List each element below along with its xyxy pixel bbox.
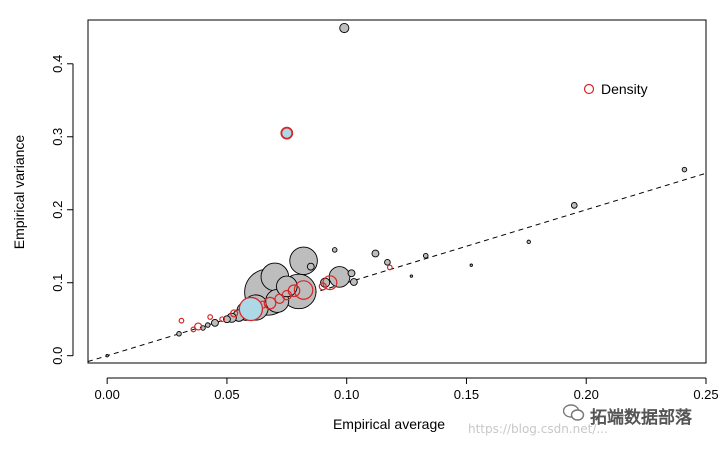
gray-data-point	[469, 263, 473, 267]
gray-data-point	[205, 322, 211, 328]
gray-data-point	[409, 274, 414, 278]
x-tick-label: 0.20	[574, 387, 599, 402]
x-tick-label: 0.10	[334, 387, 359, 402]
red-data-point	[386, 264, 393, 271]
y-axis: 0.0 0.1 0.2 0.3 0.4	[50, 55, 74, 365]
x-axis: 0.00 0.05 0.10 0.15 0.20 0.25	[95, 377, 719, 402]
blue-data-point	[238, 296, 263, 322]
y-tick-label: 0.0	[50, 347, 65, 365]
x-axis-title: Empirical average	[333, 416, 445, 432]
gray-data-point	[223, 315, 231, 324]
red-data-point	[194, 322, 203, 331]
red-data-point	[190, 326, 197, 333]
red-data-point	[219, 316, 226, 323]
x-tick-label: 0.05	[214, 387, 239, 402]
gray-data-point	[371, 249, 380, 258]
y-tick-label: 0.4	[50, 55, 65, 73]
watermark-url: https://blog.csdn.net/...	[468, 422, 608, 436]
red-data-point	[263, 296, 277, 310]
gray-data-point	[339, 22, 350, 34]
red-data-point	[178, 317, 185, 324]
red-data-point	[293, 280, 314, 300]
legend: Density	[583, 81, 648, 97]
x-tick-label: 0.15	[454, 387, 479, 402]
plot-frame	[87, 19, 707, 364]
red-data-point	[318, 282, 327, 291]
wechat-logo-icon	[563, 404, 585, 421]
x-tick-label: 0.25	[693, 387, 718, 402]
watermark-brand: 拓端数据部落	[590, 408, 692, 428]
gray-data-point	[289, 246, 318, 276]
legend-marker-density	[583, 83, 595, 95]
y-tick-label: 0.3	[50, 128, 65, 146]
y-tick-label: 0.1	[50, 274, 65, 292]
gray-data-point	[349, 278, 358, 286]
blue-data-point	[281, 127, 293, 139]
gray-data-point	[681, 166, 688, 173]
legend-label-density: Density	[601, 81, 648, 97]
gray-data-point	[570, 202, 578, 209]
y-axis-title: Empirical variance	[11, 135, 27, 250]
red-data-point	[230, 309, 239, 318]
gray-data-point	[306, 262, 315, 271]
red-data-point	[274, 293, 285, 304]
x-tick-label: 0.00	[95, 387, 120, 402]
points-group	[105, 22, 688, 358]
gray-data-point	[176, 331, 182, 337]
red-data-point	[207, 314, 214, 320]
gray-data-point	[526, 239, 531, 245]
gray-data-point	[347, 269, 356, 278]
y-tick-label: 0.2	[50, 201, 65, 219]
gray-data-point	[211, 318, 219, 327]
gray-data-point	[331, 247, 338, 253]
gray-data-point	[422, 252, 429, 259]
gray-data-point	[328, 266, 351, 288]
gray-data-point	[384, 258, 391, 266]
gray-data-point	[105, 354, 109, 358]
